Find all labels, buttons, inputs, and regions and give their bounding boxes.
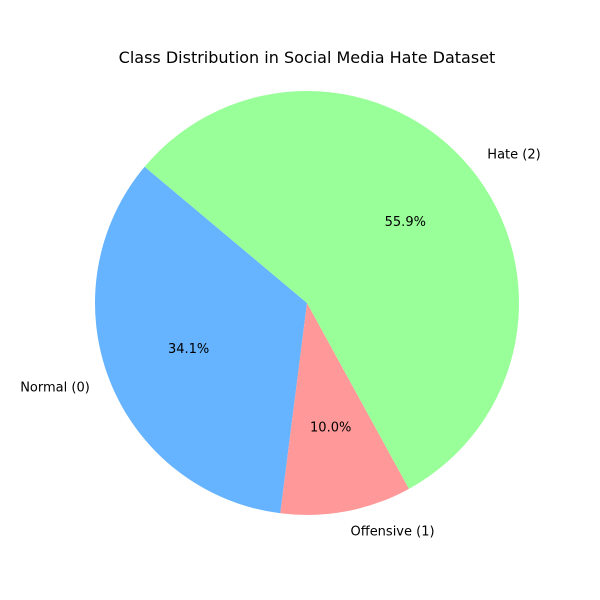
pie-slice-2 [144, 90, 520, 489]
chart-title: Class Distribution in Social Media Hate … [119, 48, 496, 67]
pie-slices [95, 90, 520, 516]
pie-slice-1 [280, 303, 409, 516]
slice-label-0: Normal (0) [20, 381, 90, 396]
slice-label-1: Offensive (1) [351, 525, 435, 540]
pie-slice-0 [95, 166, 308, 514]
slice-label-2: Hate (2) [487, 148, 540, 163]
slice-percent-label-2: 55.9% [385, 215, 426, 230]
slice-percent-label-1: 10.0% [310, 421, 351, 436]
pie-labels: Normal (0) 34.1% Offensive (1) 10.0% Hate (2… [20, 148, 540, 540]
slice-percent-label-0: 34.1% [168, 342, 209, 357]
